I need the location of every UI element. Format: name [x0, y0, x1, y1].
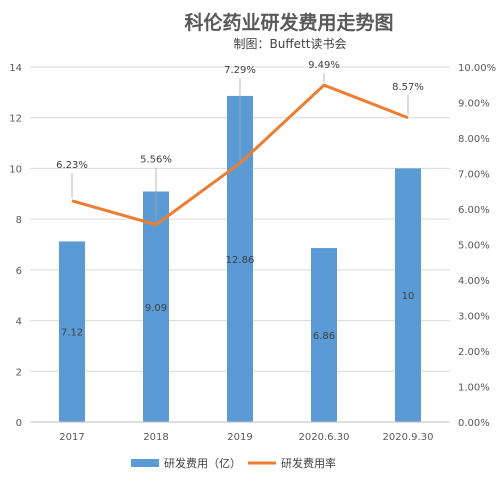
- right-tick-label: 8.00%: [458, 134, 490, 145]
- right-tick-label: 9.00%: [458, 99, 490, 110]
- right-tick-label: 7.00%: [458, 170, 490, 181]
- legend-line-label: 研发费用率: [281, 456, 336, 470]
- right-tick-label: 5.00%: [458, 241, 490, 252]
- line-value-label: 6.23%: [56, 160, 88, 171]
- x-tick-label: 2020.9.30: [383, 432, 434, 443]
- right-tick-label: 2.00%: [458, 347, 490, 358]
- left-tick-label: 10: [9, 164, 22, 175]
- x-tick-label: 2019: [227, 432, 252, 443]
- left-tick-label: 12: [9, 114, 22, 125]
- left-axis-ticks: 0 2 4 6 8 10 12 14: [9, 63, 22, 429]
- line-value-label: 8.57%: [392, 82, 424, 93]
- legend-bar-swatch: [131, 459, 159, 467]
- line-value-label: 9.49%: [308, 60, 340, 71]
- bar: [143, 191, 169, 422]
- bar-value-label: 6.86: [313, 331, 335, 342]
- left-tick-label: 14: [9, 63, 22, 74]
- bar-value-label: 12.86: [226, 255, 255, 266]
- x-tick-label: 2018: [143, 432, 168, 443]
- x-tick-label: 2020.6.30: [299, 432, 350, 443]
- line-series: 6.23% 5.56% 7.29% 9.49% 8.57%: [56, 60, 424, 227]
- right-axis-ticks: 0.00% 1.00% 2.00% 3.00% 4.00% 5.00% 6.00% 7.00%…: [458, 63, 496, 429]
- x-tick-label: 2017: [59, 432, 84, 443]
- right-tick-label: 1.00%: [458, 383, 490, 394]
- left-tick-label: 0: [16, 418, 22, 429]
- bar-value-label: 9.09: [145, 303, 167, 314]
- line-value-label: 5.56%: [140, 155, 172, 166]
- watermark-text: 头条 @巴菲特读书会周立秋: [346, 458, 494, 473]
- legend: 研发费用（亿） 研发费用率: [131, 456, 336, 470]
- left-tick-label: 6: [16, 266, 22, 277]
- bar: [311, 248, 337, 422]
- chart-title: 科伦药业研发费用走势图: [184, 11, 393, 34]
- chart-subtitle: 制图：Buffett读书会: [234, 37, 347, 51]
- right-tick-label: 4.00%: [458, 276, 490, 287]
- right-tick-label: 6.00%: [458, 205, 490, 216]
- right-tick-label: 3.00%: [458, 312, 490, 323]
- left-tick-label: 2: [16, 367, 22, 378]
- line-value-label: 7.29%: [224, 65, 256, 76]
- legend-bar-label: 研发费用（亿）: [164, 456, 241, 470]
- bar: [59, 241, 85, 422]
- right-tick-label: 10.00%: [458, 63, 496, 74]
- bar-value-label: 7.12: [61, 328, 83, 339]
- bar-series: 7.12 9.09 12.86 6.86 10: [59, 95, 421, 423]
- bar-value-label: 10: [402, 291, 415, 302]
- bar: [395, 168, 421, 422]
- left-tick-label: 4: [16, 317, 22, 328]
- right-tick-label: 0.00%: [458, 418, 490, 429]
- x-axis-ticks: 2017 2018 2019 2020.6.30 2020.9.30: [30, 421, 450, 443]
- left-tick-label: 8: [16, 215, 22, 226]
- line-path: [71, 83, 409, 227]
